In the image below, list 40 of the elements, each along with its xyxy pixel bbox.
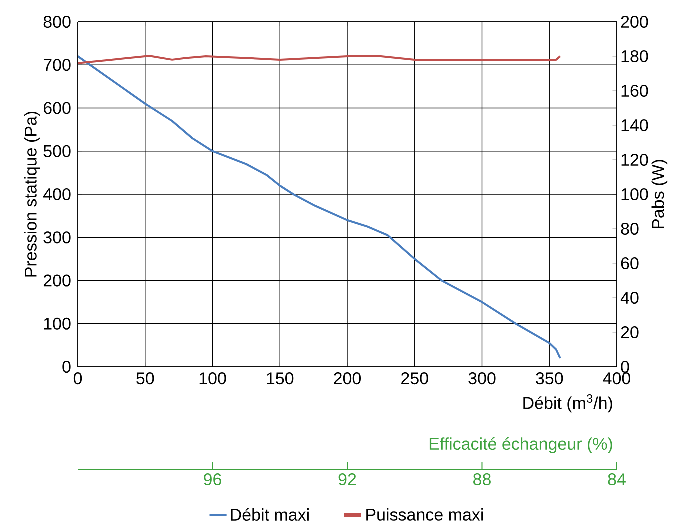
y2-axis-title: Pabs (W) [652,160,668,229]
x-tick-label: 200 [334,372,362,385]
y-tick-label: 700 [44,59,71,72]
x-tick-label: 250 [402,372,428,385]
y2-tick-label: 80 [621,222,639,236]
y-tick-label: 100 [44,318,71,330]
line-series [78,56,562,360]
y-axis-title: Pression statique (Pa) [24,112,40,277]
y2-tick-label: 20 [621,326,639,339]
x-axis-title: Débit (m$^{3}$/h) [524,394,612,413]
y-tick-label: 0 [62,360,71,374]
y2-tick-label: 200 [621,16,648,28]
y2-tick-label: 180 [622,50,648,63]
y-tick-label: 500 [44,145,71,158]
y-tick-label: 200 [44,274,71,287]
legend-label: Débit maxi [231,508,309,522]
y2-tick-label: 120 [622,154,648,166]
x-tick-label: 150 [267,372,294,385]
x2-tick-label: 88 [474,474,491,486]
x-tick-label: 300 [468,372,496,385]
y2-tick-label: 0 [621,360,630,374]
x2-tick-label: 84 [608,474,626,486]
x2-tick-label: 96 [204,474,222,486]
legend-label: Puissance maxi [366,508,484,521]
y2-tick-label: 40 [620,292,639,304]
y-tick-label: 800 [44,16,71,28]
y2-tick-label: 140 [622,119,648,132]
x-tick-label: 400 [603,372,631,385]
y-tick-label: 400 [44,188,71,201]
x-tick-label: 50 [136,372,154,385]
y2-tick-label: 60 [621,257,639,270]
x-tick-label: 350 [536,372,564,385]
y2-tick-label: 100 [622,188,648,201]
y-tick-label: 600 [44,102,71,114]
x-tick-label: 0 [74,372,82,385]
x2-tick-label: 92 [338,474,356,486]
y2-tick-label: 160 [622,84,648,98]
y-tick-label: 300 [44,232,71,244]
x-tick-label: 100 [200,372,226,385]
x2-axis-title: Efficacité échangeur (%) [430,437,612,454]
